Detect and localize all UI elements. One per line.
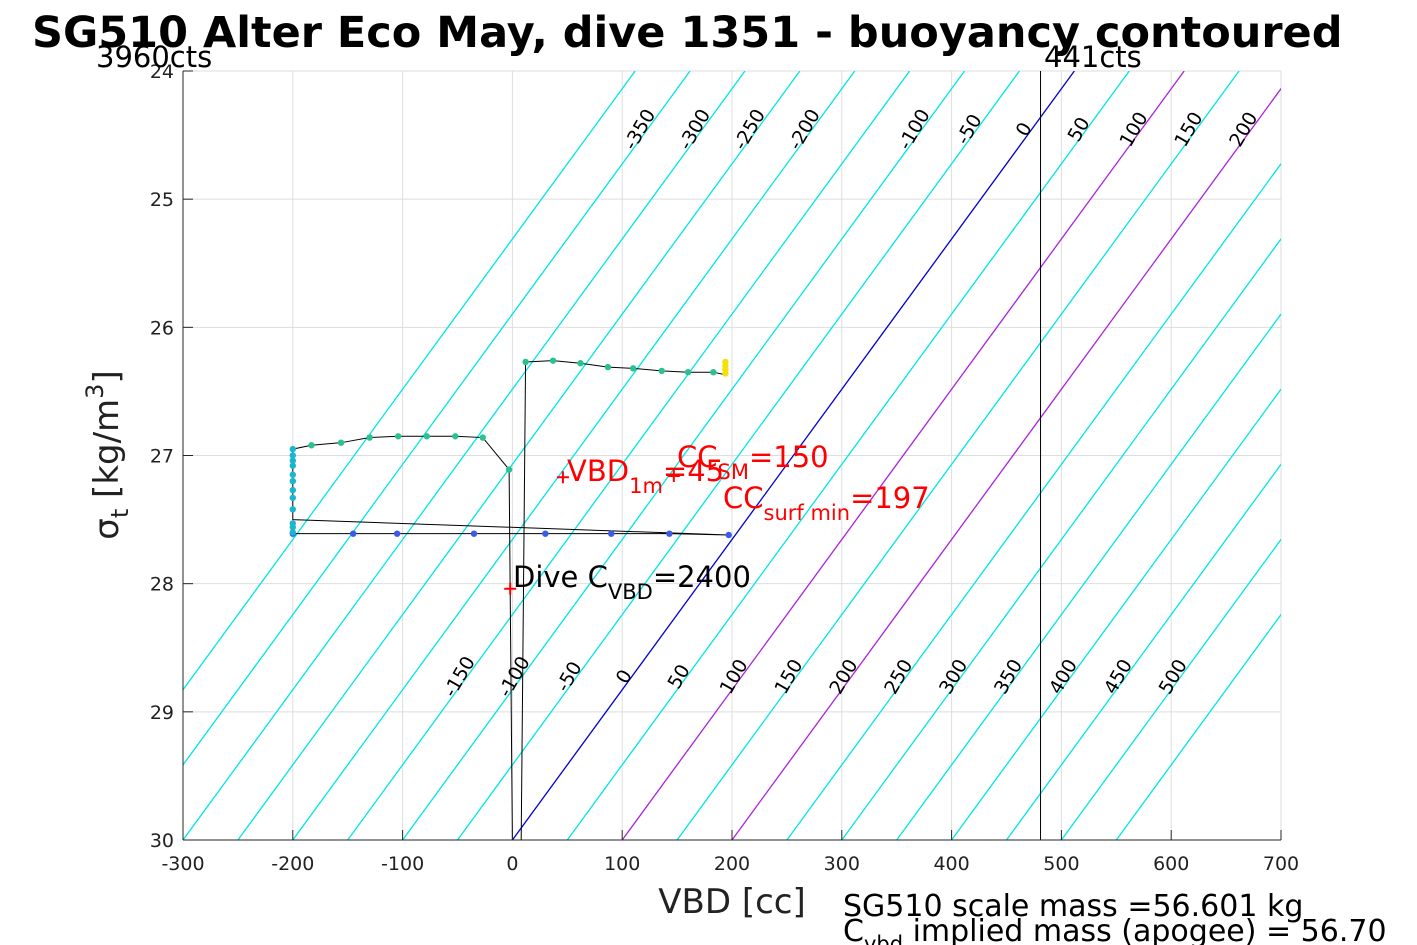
y-tick-label: 30 [150, 830, 174, 852]
profile-points [289, 357, 732, 539]
data-point [289, 462, 296, 469]
contour-line [1005, 463, 1281, 840]
data-point [684, 368, 692, 376]
y-axis-label: σt [kg/m3] [81, 370, 134, 539]
count-label-3960: 3960cts [96, 40, 212, 74]
x-tick-label: 700 [1263, 853, 1299, 875]
data-point [577, 360, 584, 367]
data-point [395, 433, 402, 440]
data-point [629, 365, 637, 372]
data-point [349, 530, 357, 537]
data-point [289, 445, 296, 453]
contour-line [183, 71, 746, 840]
data-point [366, 434, 373, 441]
data-point [604, 363, 612, 371]
y-tick-label: 28 [150, 574, 174, 596]
contour-line [841, 237, 1281, 840]
data-point [393, 530, 401, 537]
data-point [722, 370, 729, 377]
data-point [289, 494, 296, 501]
x-tick-label: 400 [933, 853, 969, 875]
data-point [725, 531, 732, 539]
data-point [542, 530, 549, 537]
contour-line [786, 162, 1281, 840]
vbd-markers [504, 470, 680, 595]
x-tick-label: 300 [824, 853, 860, 875]
data-point [666, 530, 673, 537]
contour-line [621, 71, 1185, 840]
data-point [452, 433, 459, 440]
x-tick-label: 100 [604, 853, 640, 875]
data-point [337, 439, 345, 446]
contour-line [237, 71, 801, 840]
buoyancy-contours [183, 71, 1281, 840]
y-tick-label: 27 [150, 446, 174, 468]
contour-line [183, 71, 691, 766]
grid [182, 70, 1282, 841]
data-point [289, 520, 296, 527]
data-point [470, 530, 478, 537]
contour-line [566, 71, 1130, 840]
contour-line [511, 71, 1075, 840]
data-point [289, 452, 296, 459]
data-point [710, 368, 717, 376]
contour-line [456, 71, 1020, 840]
data-point [658, 367, 665, 375]
axes: -300 -200 -100 0 100 200 300 400 500 600 700 24 25 26… [150, 61, 1299, 875]
data-point [479, 434, 486, 441]
contour-line [292, 71, 856, 840]
data-point [522, 358, 529, 366]
data-point [289, 506, 296, 513]
data-point [289, 529, 296, 536]
contour-line [347, 71, 911, 840]
data-point [505, 466, 513, 473]
data-point [289, 486, 296, 494]
chart-title: SG510 Alter Eco May, dive 1351 - buoyanc… [32, 8, 1343, 58]
contour-line [1115, 613, 1281, 840]
data-point [308, 442, 315, 449]
data-point [289, 477, 296, 485]
x-tick-label: -300 [161, 853, 204, 875]
contour-line [1060, 538, 1281, 840]
y-tick-label: 24 [150, 61, 174, 83]
contour-line [896, 313, 1281, 840]
x-tick-label: 600 [1153, 853, 1189, 875]
y-tick-label: 29 [150, 702, 174, 724]
cc-sm-annotation: CCSM=150 [677, 440, 829, 484]
y-tick-label: 25 [150, 189, 174, 211]
x-tick-label: 200 [714, 853, 750, 875]
data-point [289, 457, 296, 464]
x-tick-label: 0 [506, 853, 518, 875]
contour-line [951, 388, 1281, 840]
x-axis-label: VBD [cc] [658, 882, 806, 922]
cc-surf-min-annotation: CCsurf min=197 [723, 481, 930, 525]
plus-marker [556, 471, 569, 484]
data-point [608, 530, 615, 537]
x-tick-label: -200 [271, 853, 314, 875]
contour-line [402, 71, 966, 840]
plus-marker [667, 470, 680, 483]
y-tick-label: 26 [150, 317, 174, 339]
data-point [423, 433, 430, 440]
data-point [289, 471, 296, 478]
contour-line [731, 87, 1281, 840]
data-point [549, 357, 557, 364]
x-tick-label: -100 [381, 853, 424, 875]
scale-mass-text: SG510 scale mass =56.601 kg [843, 889, 1303, 924]
implied-mass-text: Cvbd implied mass (apogee) = 56.70 [843, 914, 1387, 945]
count-label-441: 441cts [1044, 40, 1142, 74]
dive-cvbd-annotation: Dive CVBD=2400 [513, 560, 751, 604]
x-tick-label: 500 [1043, 853, 1079, 875]
contour-line [183, 71, 636, 691]
plus-marker [504, 582, 517, 595]
contour-line [676, 71, 1240, 840]
vbd-1m-annotation: VBD1m=45 [567, 454, 724, 498]
